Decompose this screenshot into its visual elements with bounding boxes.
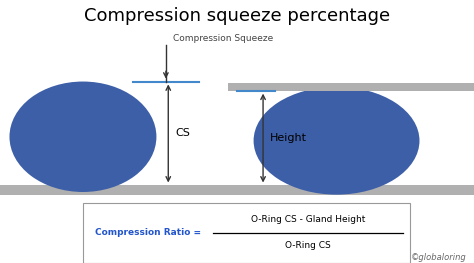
Text: O-Ring CS: O-Ring CS bbox=[285, 241, 331, 250]
Bar bbox=[0, 185, 474, 195]
Text: Compression squeeze percentage: Compression squeeze percentage bbox=[84, 7, 390, 24]
Ellipse shape bbox=[9, 82, 156, 192]
Text: O-Ring CS - Gland Height: O-Ring CS - Gland Height bbox=[251, 215, 365, 224]
Bar bbox=[228, 83, 474, 91]
FancyBboxPatch shape bbox=[83, 203, 410, 263]
Text: CS: CS bbox=[175, 128, 190, 139]
Text: Height: Height bbox=[270, 133, 307, 143]
Text: Compression Squeeze: Compression Squeeze bbox=[173, 34, 273, 43]
Ellipse shape bbox=[254, 87, 419, 195]
Text: ©globaloring: ©globaloring bbox=[411, 253, 467, 262]
Text: Compression Ratio =: Compression Ratio = bbox=[95, 228, 201, 237]
